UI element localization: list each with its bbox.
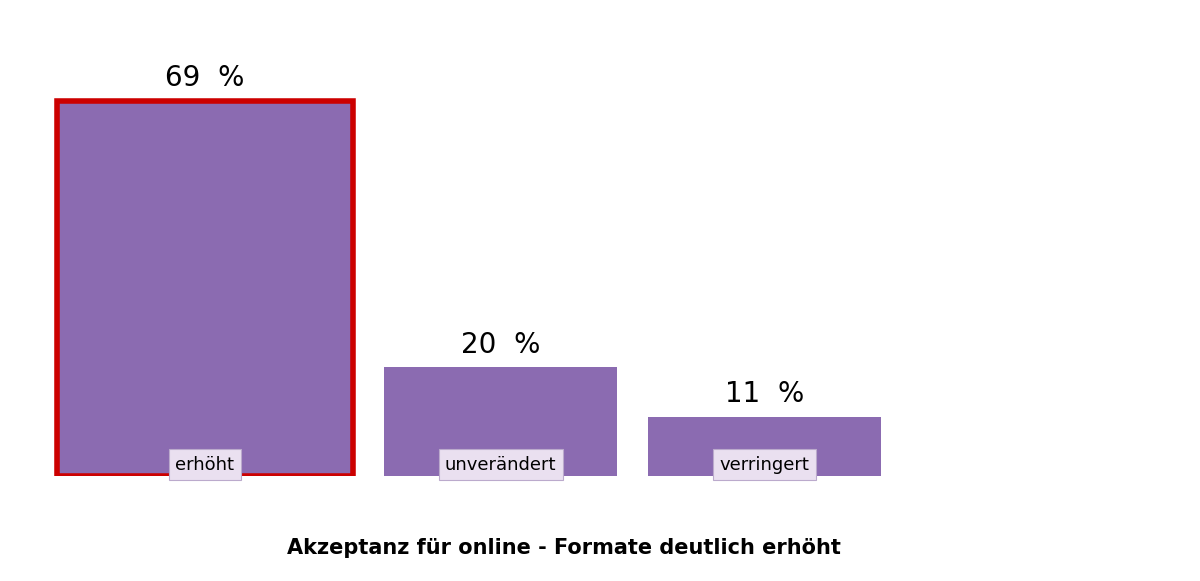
Bar bbox=[384, 368, 617, 476]
Text: Akzeptanz für online - Formate deutlich erhöht: Akzeptanz für online - Formate deutlich … bbox=[287, 538, 841, 558]
Bar bbox=[648, 417, 881, 476]
Text: erhöht: erhöht bbox=[175, 456, 234, 474]
Text: 69  %: 69 % bbox=[166, 64, 245, 92]
Text: unverändert: unverändert bbox=[445, 456, 557, 474]
Bar bbox=[58, 101, 353, 476]
Text: 20  %: 20 % bbox=[461, 331, 540, 359]
Text: verringert: verringert bbox=[720, 456, 810, 474]
Text: 11  %: 11 % bbox=[725, 381, 804, 408]
Text: LiMA: LiMA bbox=[967, 178, 1067, 213]
